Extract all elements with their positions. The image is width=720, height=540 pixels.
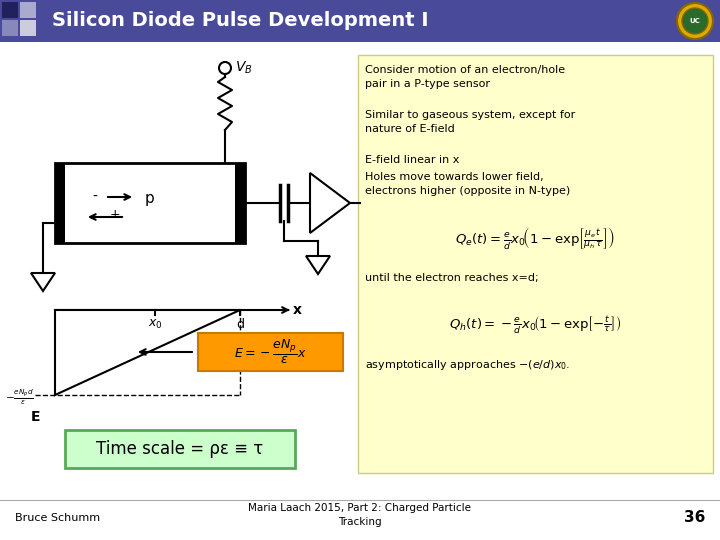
Text: -: - — [93, 190, 97, 204]
Text: n+: n+ — [55, 166, 66, 175]
Text: $E = -\dfrac{eN_p}{\varepsilon}x$: $E = -\dfrac{eN_p}{\varepsilon}x$ — [234, 338, 307, 366]
Circle shape — [219, 62, 231, 74]
Bar — [65, 430, 295, 468]
Text: E: E — [30, 410, 40, 424]
Text: $Q_e(t)=\frac{e}{d}x_0\!\left(1-\exp\!\left[\frac{\mu_e\,t}{\mu_h\,\tau}\right]\: $Q_e(t)=\frac{e}{d}x_0\!\left(1-\exp\!\l… — [455, 225, 615, 251]
Text: Similar to gaseous system, except for
nature of E-field: Similar to gaseous system, except for na… — [365, 110, 575, 134]
Text: Holes move towards lower field,
electrons higher (opposite in N-type): Holes move towards lower field, electron… — [365, 172, 570, 196]
Text: $V_B$: $V_B$ — [235, 60, 253, 76]
Bar — [55, 163, 65, 243]
Text: p: p — [145, 191, 155, 206]
Circle shape — [682, 8, 708, 34]
Text: $x_0$: $x_0$ — [148, 318, 163, 331]
Text: d: d — [236, 318, 244, 331]
Text: Consider motion of an electron/hole
pair in a P-type sensor: Consider motion of an electron/hole pair… — [365, 65, 565, 89]
Bar — [20, 20, 36, 36]
Text: +: + — [109, 208, 120, 221]
Text: Silicon Diode Pulse Development I: Silicon Diode Pulse Development I — [52, 11, 428, 30]
Text: $-\frac{eN_p d}{\varepsilon}$: $-\frac{eN_p d}{\varepsilon}$ — [5, 387, 34, 407]
Text: +: + — [235, 166, 243, 176]
Text: Maria Laach 2015, Part 2: Charged Particle
Tracking: Maria Laach 2015, Part 2: Charged Partic… — [248, 503, 472, 526]
Text: 36: 36 — [683, 510, 705, 525]
Text: until the electron reaches x=d;: until the electron reaches x=d; — [365, 273, 539, 283]
Bar — [198, 333, 343, 371]
Polygon shape — [310, 173, 350, 233]
Bar — [0, 0, 720, 42]
Bar — [55, 163, 245, 243]
Text: $Q_h(t)=-\frac{e}{d}x_0\!\left(1-\exp\!\left[-\frac{t}{\tau}\right]\right)$: $Q_h(t)=-\frac{e}{d}x_0\!\left(1-\exp\!\… — [449, 314, 621, 336]
Text: asymptotically approaches $-(e/d)x_0$.: asymptotically approaches $-(e/d)x_0$. — [365, 358, 570, 372]
Bar — [2, 20, 18, 36]
Text: UC: UC — [690, 18, 701, 24]
Bar — [235, 163, 245, 243]
Text: +: + — [57, 166, 65, 176]
Text: x: x — [293, 303, 302, 317]
Text: p+: p+ — [235, 166, 246, 175]
Text: Bruce Schumm: Bruce Schumm — [15, 513, 100, 523]
Bar — [358, 55, 713, 473]
Circle shape — [677, 3, 713, 39]
Bar — [2, 2, 18, 18]
Polygon shape — [55, 310, 240, 395]
Bar — [20, 2, 36, 18]
Text: E-field linear in x: E-field linear in x — [365, 155, 459, 165]
Text: Time scale = ρε ≡ τ: Time scale = ρε ≡ τ — [96, 440, 264, 458]
